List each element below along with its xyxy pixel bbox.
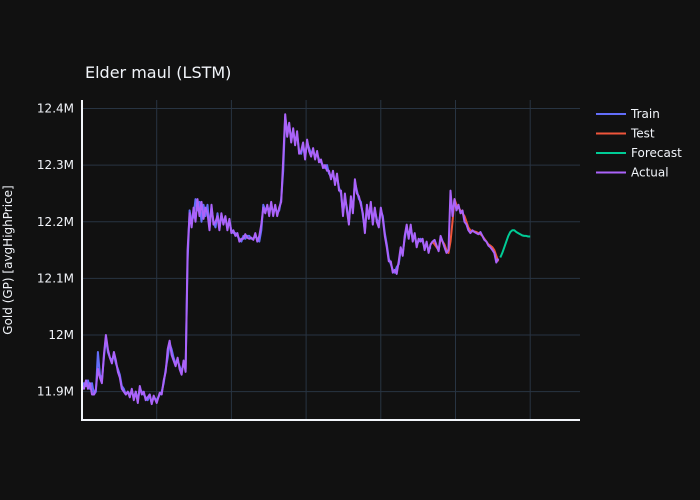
- legend-label: Train: [630, 107, 660, 121]
- series-lines: [81, 113, 531, 406]
- legend-item-forecast[interactable]: Forecast: [596, 146, 682, 160]
- y-tick-label: 12.2M: [37, 215, 74, 229]
- legend-item-actual[interactable]: Actual: [596, 166, 669, 180]
- y-tick-label: 11.9M: [37, 385, 74, 399]
- series-line-actual: [81, 113, 500, 406]
- legend-label: Forecast: [631, 146, 682, 160]
- y-tick-label: 12.3M: [37, 158, 74, 172]
- legend[interactable]: Train Test Forecast Actual: [596, 107, 682, 180]
- y-tick-labels: 11.9M 12M 12.1M 12.2M 12.3M 12.4M: [37, 101, 74, 398]
- legend-item-train[interactable]: Train: [596, 107, 660, 121]
- y-tick-label: 12.1M: [37, 271, 74, 285]
- legend-label: Test: [630, 127, 655, 141]
- series-line-forecast: [499, 229, 531, 258]
- y-tick-label: 12.4M: [37, 101, 74, 115]
- legend-label: Actual: [631, 166, 669, 180]
- axes: [81, 100, 580, 421]
- legend-item-test[interactable]: Test: [596, 127, 655, 141]
- y-axis-label: Gold (GP) [avgHighPrice]: [1, 185, 15, 334]
- y-tick-label: 12M: [48, 328, 74, 342]
- chart-title: Elder maul (LSTM): [85, 63, 231, 82]
